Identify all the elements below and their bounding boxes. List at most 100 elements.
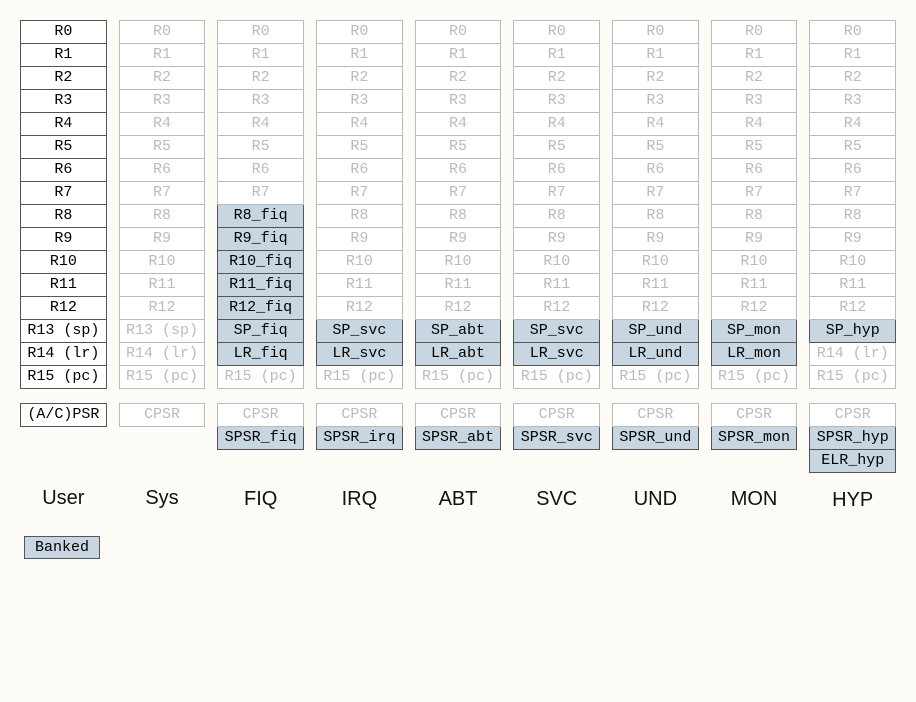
reg-cell: R13 (sp): [20, 320, 107, 343]
reg-cell: R5: [20, 136, 107, 159]
reg-cell: R9: [316, 228, 403, 251]
reg-cell: R1: [415, 44, 502, 67]
reg-cell: R1: [513, 44, 600, 67]
reg-cell: R1: [612, 44, 699, 67]
reg-cell: R15 (pc): [711, 366, 798, 389]
reg-cell: R12: [513, 297, 600, 320]
reg-cell: R11: [513, 274, 600, 297]
psr-cell: SPSR_und: [612, 427, 699, 450]
reg-cell: SP_svc: [316, 320, 403, 343]
mode-label: HYP: [809, 489, 896, 512]
psr-cell: (A/C)PSR: [20, 403, 107, 427]
reg-cell: R1: [711, 44, 798, 67]
extra-reg-cell: ELR_hyp: [809, 450, 896, 473]
mode-label: User: [20, 487, 107, 510]
reg-cell: R2: [415, 67, 502, 90]
register-grid: R0R1R2R3R4R5R6R7R8R9R10R11R12R13 (sp)R14…: [20, 20, 896, 512]
reg-cell: R15 (pc): [217, 366, 304, 389]
reg-cell: R10: [711, 251, 798, 274]
psr-cell: SPSR_abt: [415, 427, 502, 450]
reg-cell: R8: [513, 205, 600, 228]
reg-cell: LR_und: [612, 343, 699, 366]
reg-cell: R3: [711, 90, 798, 113]
reg-cell: R12: [316, 297, 403, 320]
reg-cell: R0: [119, 20, 206, 44]
reg-cell: R0: [809, 20, 896, 44]
reg-cell: R11: [612, 274, 699, 297]
reg-cell: R8: [316, 205, 403, 228]
reg-cell: R7: [711, 182, 798, 205]
reg-cell: R1: [316, 44, 403, 67]
reg-cell: R3: [415, 90, 502, 113]
mode-label: FIQ: [217, 488, 304, 511]
reg-cell: R7: [513, 182, 600, 205]
reg-cell: R0: [20, 20, 107, 44]
reg-cell: R7: [316, 182, 403, 205]
reg-cell: R6: [415, 159, 502, 182]
reg-cell: R4: [20, 113, 107, 136]
reg-cell: R4: [217, 113, 304, 136]
psr-cell: SPSR_hyp: [809, 427, 896, 450]
reg-cell: R2: [612, 67, 699, 90]
reg-cell: R4: [809, 113, 896, 136]
reg-cell: R4: [316, 113, 403, 136]
reg-cell: R15 (pc): [20, 366, 107, 389]
reg-cell: R12_fiq: [217, 297, 304, 320]
psr-cell: CPSR: [612, 403, 699, 427]
reg-cell: LR_mon: [711, 343, 798, 366]
mode-column: R0R1R2R3R4R5R6R7R8R9R10R11R12SP_svcLR_sv…: [316, 20, 403, 512]
reg-cell: R8_fiq: [217, 205, 304, 228]
reg-cell: R6: [513, 159, 600, 182]
reg-cell: R7: [119, 182, 206, 205]
reg-cell: R5: [513, 136, 600, 159]
reg-cell: R6: [809, 159, 896, 182]
psr-cell: CPSR: [415, 403, 502, 427]
reg-cell: R8: [711, 205, 798, 228]
reg-cell: R8: [809, 205, 896, 228]
mode-column: R0R1R2R3R4R5R6R7R8_fiqR9_fiqR10_fiqR11_f…: [217, 20, 304, 512]
reg-cell: R1: [20, 44, 107, 67]
reg-cell: R3: [513, 90, 600, 113]
reg-cell: R7: [415, 182, 502, 205]
reg-cell: R1: [119, 44, 206, 67]
reg-cell: R5: [217, 136, 304, 159]
reg-cell: R10: [20, 251, 107, 274]
psr-cell: CPSR: [711, 403, 798, 427]
mode-column: R0R1R2R3R4R5R6R7R8R9R10R11R12SP_undLR_un…: [612, 20, 699, 512]
reg-cell: R10: [612, 251, 699, 274]
reg-cell: R11: [711, 274, 798, 297]
reg-cell: R2: [513, 67, 600, 90]
psr-cell: SPSR_irq: [316, 427, 403, 450]
mode-label: UND: [612, 488, 699, 511]
reg-cell: SP_und: [612, 320, 699, 343]
reg-cell: R15 (pc): [119, 366, 206, 389]
reg-cell: R12: [415, 297, 502, 320]
psr-cell: SPSR_svc: [513, 427, 600, 450]
reg-cell: R9: [612, 228, 699, 251]
reg-cell: R5: [415, 136, 502, 159]
reg-cell: R3: [612, 90, 699, 113]
reg-cell: R3: [119, 90, 206, 113]
reg-cell: R2: [217, 67, 304, 90]
reg-cell: R15 (pc): [612, 366, 699, 389]
reg-cell: R7: [217, 182, 304, 205]
reg-cell: SP_fiq: [217, 320, 304, 343]
reg-cell: R5: [711, 136, 798, 159]
reg-cell: R14 (lr): [20, 343, 107, 366]
reg-cell: R4: [119, 113, 206, 136]
mode-label: MON: [711, 488, 798, 511]
reg-cell: R15 (pc): [316, 366, 403, 389]
reg-cell: R4: [711, 113, 798, 136]
psr-cell: CPSR: [119, 403, 206, 427]
reg-cell: R4: [415, 113, 502, 136]
reg-cell: R6: [711, 159, 798, 182]
reg-cell: LR_svc: [316, 343, 403, 366]
reg-cell: SP_svc: [513, 320, 600, 343]
reg-cell: R7: [612, 182, 699, 205]
reg-cell: R3: [809, 90, 896, 113]
reg-cell: R8: [612, 205, 699, 228]
reg-cell: R11: [119, 274, 206, 297]
reg-cell: R15 (pc): [513, 366, 600, 389]
reg-cell: R5: [612, 136, 699, 159]
reg-cell: LR_abt: [415, 343, 502, 366]
